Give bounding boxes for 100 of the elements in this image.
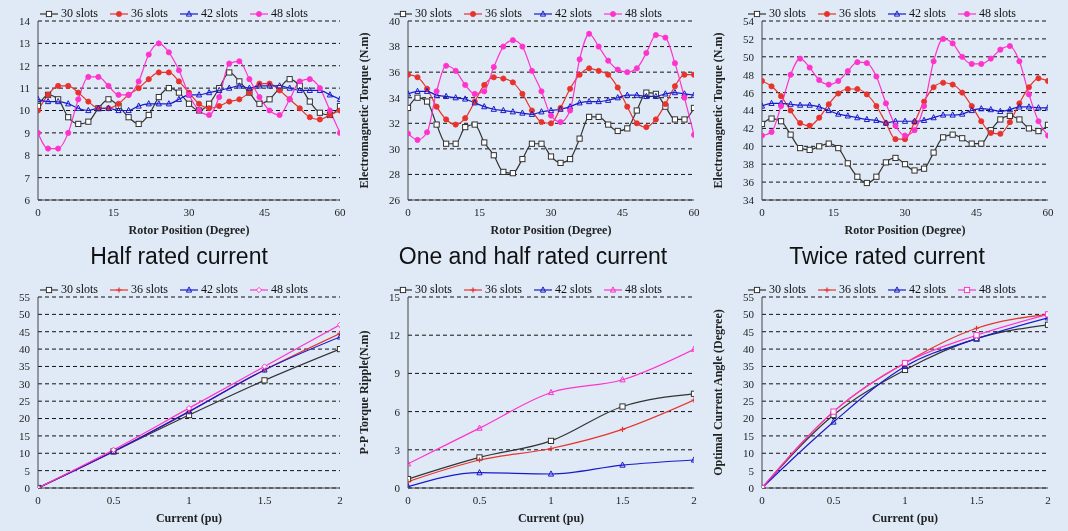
x-tick-label: 0 [35, 493, 42, 506]
y-tick-label: 5 [24, 464, 31, 477]
y-tick-label: 15 [389, 290, 401, 303]
y-tick-label: 46 [743, 86, 755, 99]
y-tick-label: 52 [743, 32, 754, 45]
y-tick-label: 0 [748, 481, 755, 494]
x-tick-label: 60 [688, 205, 700, 218]
legend-label: 36 slots [484, 6, 522, 21]
x-tick-label: 2 [337, 493, 343, 506]
y-tick-label: 12 [19, 59, 30, 72]
x-tick-label: 0.5 [826, 493, 841, 506]
x-tick-label: 1.5 [969, 493, 984, 506]
y-tick-label: 15 [19, 429, 31, 442]
y-axis-title: Optimal Current Angle (Degree) [711, 309, 726, 476]
y-tick-label: 10 [19, 447, 31, 460]
x-tick-label: 0.5 [472, 493, 487, 506]
text: One and half rated current [397, 242, 669, 271]
x-tick-label: 45 [259, 205, 271, 218]
x-tick-label: 15 [474, 205, 486, 218]
legend-label: 30 slots [768, 282, 806, 297]
x-tick-label: 1.5 [615, 493, 630, 506]
x-tick-label: 45 [971, 205, 983, 218]
x-tick-label: 30 [183, 205, 195, 218]
legend-label: 36 slots [838, 6, 876, 21]
y-tick-label: 55 [19, 290, 31, 303]
y-tick-label: 35 [19, 360, 31, 373]
y-tick-label: 12 [389, 329, 400, 342]
x-tick-label: 1 [902, 493, 908, 506]
x-tick-label: 1 [186, 493, 192, 506]
y-tick-label: 45 [743, 325, 755, 338]
y-tick-label: 54 [743, 14, 755, 27]
y-tick-label: 38 [743, 158, 755, 171]
legend-label: 42 slots [555, 6, 593, 21]
y-tick-label: 9 [394, 367, 401, 380]
legend-label: 36 slots [838, 282, 876, 297]
y-tick-label: 28 [389, 168, 401, 181]
x-tick-label: 15 [828, 205, 840, 218]
y-tick-label: 6 [394, 405, 401, 418]
legend-label: 48 slots [979, 6, 1017, 21]
legend-label: 42 slots [909, 282, 947, 297]
y-tick-label: 0 [394, 481, 401, 494]
y-axis-title: P-P Torque Ripple(N.m) [357, 330, 372, 455]
text: Half rated current [89, 242, 269, 271]
x-axis-title: Current (pu) [517, 511, 585, 525]
legend-label: 36 slots [484, 282, 522, 297]
y-tick-label: 34 [743, 193, 755, 206]
y-axis-title: Electromagnetic Torque (N.m) [711, 32, 726, 189]
y-tick-label: 26 [389, 193, 401, 206]
y-tick-label: 35 [743, 360, 755, 373]
y-tick-label: 11 [19, 82, 30, 95]
y-tick-label: 50 [743, 308, 755, 321]
legend-label: 42 slots [201, 282, 239, 297]
y-tick-label: 32 [389, 117, 400, 130]
x-tick-label: 0.5 [106, 493, 121, 506]
x-tick-label: 60 [334, 205, 346, 218]
y-tick-label: 48 [743, 68, 755, 81]
legend-label: 42 slots [909, 6, 947, 21]
y-tick-label: 25 [743, 395, 755, 408]
y-tick-label: 44 [743, 104, 755, 117]
y-tick-label: 38 [389, 40, 401, 53]
x-tick-label: 30 [545, 205, 557, 218]
y-tick-label: 6 [24, 193, 31, 206]
x-tick-label: 1 [548, 493, 554, 506]
x-axis-title: Rotor Position (Degree) [128, 223, 250, 237]
y-tick-label: 0 [24, 481, 31, 494]
y-tick-label: 50 [743, 50, 755, 63]
y-tick-label: 3 [394, 443, 401, 456]
x-tick-label: 0 [759, 493, 766, 506]
x-tick-label: 2 [691, 493, 697, 506]
y-tick-label: 34 [389, 91, 401, 104]
text: Twice rated current [788, 242, 986, 271]
legend-label: 48 slots [625, 6, 663, 21]
legend-label: 30 slots [414, 6, 452, 21]
y-tick-label: 36 [389, 66, 401, 79]
y-tick-label: 40 [743, 140, 755, 153]
y-tick-label: 14 [19, 14, 31, 27]
y-tick-label: 10 [19, 104, 31, 117]
y-tick-label: 40 [389, 14, 401, 27]
y-tick-label: 50 [19, 308, 31, 321]
y-tick-label: 7 [24, 171, 31, 184]
y-tick-label: 13 [19, 37, 31, 50]
x-tick-label: 60 [1042, 205, 1054, 218]
legend-label: 48 slots [625, 282, 663, 297]
y-tick-label: 45 [19, 325, 31, 338]
y-tick-label: 8 [24, 149, 31, 162]
y-tick-label: 9 [24, 126, 31, 139]
y-tick-label: 5 [748, 464, 755, 477]
legend-label: 30 slots [60, 6, 98, 21]
legend-label: 30 slots [414, 282, 452, 297]
x-tick-label: 0 [35, 205, 42, 218]
x-tick-label: 15 [108, 205, 120, 218]
y-tick-label: 40 [19, 343, 31, 355]
y-tick-label: 10 [743, 447, 755, 460]
y-tick-label: 30 [743, 377, 755, 390]
x-axis-title: Rotor Position (Degree) [490, 223, 612, 237]
x-axis-title: Current (pu) [155, 511, 223, 525]
x-tick-label: 0 [405, 493, 412, 506]
y-tick-label: 36 [743, 176, 755, 189]
legend-label: 30 slots [768, 6, 806, 21]
y-tick-label: 30 [19, 377, 31, 390]
